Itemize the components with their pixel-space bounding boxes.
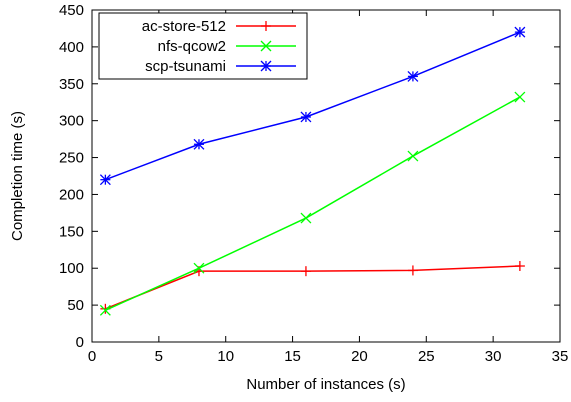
series-scp-tsunami: [99, 26, 526, 186]
data-point: [514, 91, 526, 103]
axis-ticks: 0 5 10 15 20 25 30 3505010015020025030035040045…: [59, 2, 568, 365]
data-point: [99, 304, 111, 316]
legend-swatch-marker: [261, 21, 271, 31]
y-tick-label: 300: [59, 113, 84, 130]
y-tick-label: 400: [59, 39, 84, 56]
y-tick-label: 200: [59, 186, 84, 203]
series-layer: [99, 26, 526, 316]
plot-frame: [91, 9, 561, 343]
data-point: [407, 70, 419, 82]
data-point: [300, 111, 312, 123]
data-point: [300, 212, 312, 224]
y-tick-label: 100: [59, 260, 84, 277]
x-tick-label: 15: [284, 348, 301, 365]
series-nfs-qcow2: [99, 91, 526, 316]
y-tick-label: 450: [59, 2, 84, 19]
x-tick-label: 10: [217, 348, 234, 365]
legend-label: nfs-qcow2: [158, 38, 226, 55]
y-tick-label: 0: [76, 334, 84, 351]
data-point: [300, 266, 311, 277]
x-tick-label: 30: [485, 348, 502, 365]
x-tick-label: 5: [155, 348, 163, 365]
x-axis-label: Number of instances (s): [246, 376, 405, 393]
x-tick-label: 35: [552, 348, 569, 365]
data-point: [514, 26, 526, 38]
y-tick-label: 50: [67, 297, 84, 314]
series-line: [105, 96, 521, 311]
data-point: [193, 262, 205, 274]
legend-item: ac-store-512: [142, 18, 296, 35]
legend-swatch-marker: [260, 60, 272, 72]
legend-item: nfs-qcow2: [158, 38, 296, 55]
legend-swatch-marker: [260, 40, 272, 52]
y-tick-label: 350: [59, 76, 84, 93]
legend: ac-store-512 nfs-qcow2 scp-tsunami: [98, 12, 308, 80]
legend-label: scp-tsunami: [145, 58, 226, 75]
data-point: [407, 265, 418, 276]
y-tick-label: 150: [59, 223, 84, 240]
x-tick-label: 0: [88, 348, 96, 365]
legend-label: ac-store-512: [142, 18, 226, 35]
y-axis-label: Completion time (s): [9, 111, 26, 241]
data-point: [514, 261, 525, 272]
legend-item: scp-tsunami: [145, 58, 296, 75]
x-tick-label: 25: [418, 348, 435, 365]
series-line: [105, 265, 520, 310]
data-point: [99, 174, 111, 186]
series-ac-store-512: [100, 261, 525, 314]
data-point: [193, 138, 205, 150]
data-point: [407, 150, 419, 162]
y-tick-label: 250: [59, 150, 84, 167]
x-tick-label: 20: [351, 348, 368, 365]
